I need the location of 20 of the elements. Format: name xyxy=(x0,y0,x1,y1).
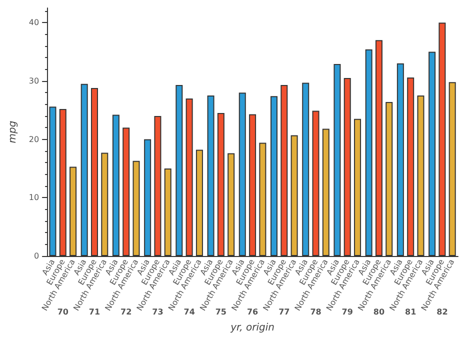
x-tick-label: 76 xyxy=(246,308,259,316)
x-tick-label: 82 xyxy=(436,308,448,316)
x-tick-label: 71 xyxy=(88,308,100,316)
x-tick-label: 81 xyxy=(405,308,417,316)
x-tick-label: 74 xyxy=(184,308,196,316)
x-tick-label: 79 xyxy=(342,308,354,316)
y-axis-title: mpg xyxy=(8,120,18,144)
x-tick-label: 78 xyxy=(310,308,322,316)
y-tick-label: 0 xyxy=(34,252,40,260)
y-tick-label: 10 xyxy=(28,193,40,202)
x-tick-label: 75 xyxy=(215,308,227,316)
x-axis-title: yr, origin xyxy=(230,322,275,334)
x-tick-label: 70 xyxy=(57,308,69,316)
x-tick-label: 77 xyxy=(278,308,290,316)
y-tick-label: 20 xyxy=(28,134,40,144)
x-tick-label: 73 xyxy=(152,308,164,316)
x-tick-label: 80 xyxy=(373,308,385,316)
y-tick-label: 30 xyxy=(28,76,40,86)
x-tick-label: 72 xyxy=(120,308,132,316)
y-tick-label: 40 xyxy=(28,18,40,28)
